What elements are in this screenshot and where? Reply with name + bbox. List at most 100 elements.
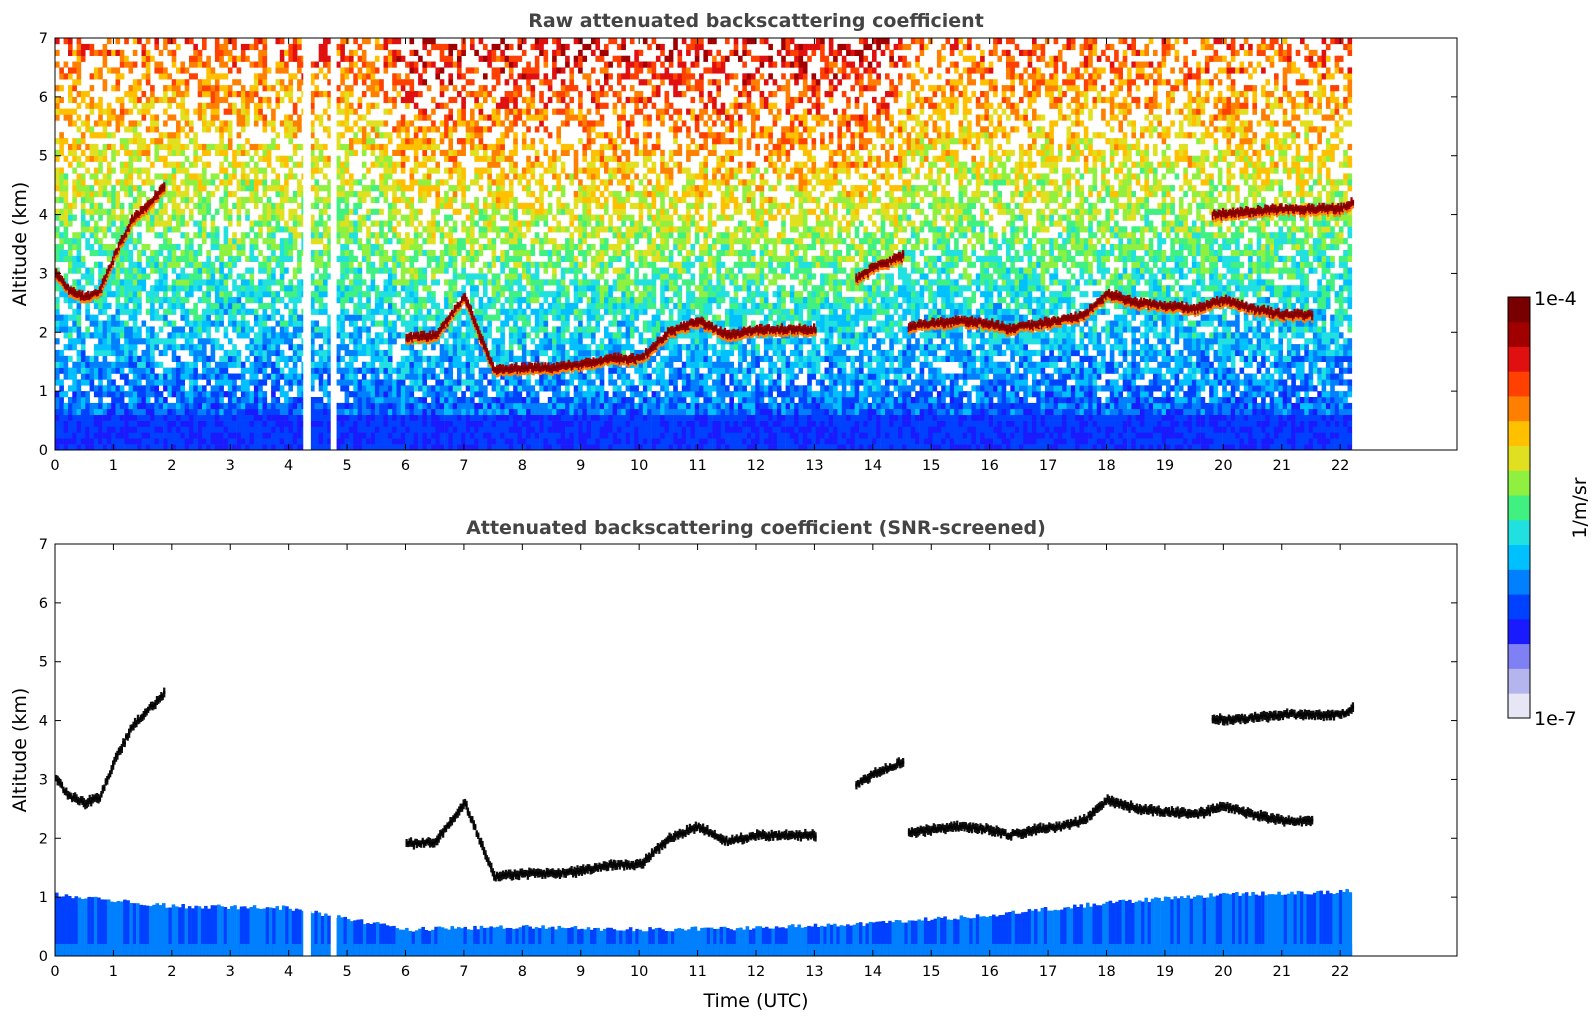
x-tick-label: 17: [1039, 458, 1057, 474]
x-tick-label: 20: [1214, 964, 1232, 980]
backscatter-field: [55, 38, 1353, 450]
x-axis: 0 1 2 3 4 5 6 7 8 9 10 11 12 13 14 15 16 17 18 19 20 21 22: [50, 544, 1349, 980]
y-tick-label: 7: [39, 537, 48, 553]
x-axis-label: Time (UTC): [702, 990, 808, 1012]
heatmap-raw: [55, 38, 1355, 450]
colorbar-step: [1508, 544, 1530, 570]
y-tick-label: 2: [39, 325, 48, 341]
colorbar-step: [1508, 445, 1530, 471]
colorbar-step: [1508, 495, 1530, 521]
colorbar-scale: [1508, 297, 1530, 719]
colorbar-max-label: 1e-4: [1534, 288, 1577, 310]
colorbar-step: [1508, 668, 1530, 694]
cloud-layer-main-cloud-layer: [405, 293, 817, 378]
x-tick-label: 3: [226, 458, 235, 474]
y-tick-label: 5: [39, 655, 48, 671]
x-tick-label: 2: [167, 458, 176, 474]
y-tick-label: 0: [39, 443, 48, 459]
x-tick-label: 18: [1097, 458, 1115, 474]
y-tick-label: 0: [39, 949, 48, 965]
x-tick-label: 21: [1273, 458, 1291, 474]
x-tick-label: 12: [747, 458, 765, 474]
y-tick-label: 1: [39, 384, 48, 400]
x-tick-label: 13: [805, 458, 823, 474]
x-tick-label: 7: [459, 964, 468, 980]
heatmap-screened: [55, 544, 1355, 956]
y-tick-label: 4: [39, 714, 48, 730]
colorbar-unit-label: 1/m/sr: [1569, 477, 1591, 538]
x-tick-label: 15: [922, 458, 940, 474]
x-tick-label: 9: [576, 964, 585, 980]
cloud-layer-evening-cloud-layer: [907, 289, 1314, 338]
x-tick-label: 14: [864, 964, 882, 980]
x-tick-label: 8: [518, 964, 527, 980]
y-tick-label: 3: [39, 266, 48, 282]
y-axis: 0 1 2 3 4 5 6 7: [39, 537, 1457, 965]
colorbar-step: [1508, 643, 1530, 669]
x-tick-label: 0: [50, 458, 59, 474]
cloud-layer-evening-cloud-layer: [907, 794, 1314, 841]
y-tick-label: 4: [39, 208, 48, 224]
x-tick-label: 13: [805, 964, 823, 980]
panel-title: Attenuated backscattering coefficient (S…: [466, 517, 1046, 539]
colorbar: 1e-4 1e-7 1/m/sr: [1507, 288, 1591, 730]
colorbar-step: [1508, 594, 1530, 620]
colorbar-step: [1508, 519, 1530, 546]
x-tick-label: 0: [50, 964, 59, 980]
cloud-layer-low-cloud-early: [55, 182, 166, 304]
cloud-layer-main-cloud-layer: [405, 798, 817, 882]
x-tick-label: 6: [401, 458, 410, 474]
x-tick-label: 10: [630, 964, 648, 980]
data-gaps: [303, 38, 337, 450]
x-tick-label: 19: [1156, 458, 1174, 474]
colorbar-step: [1508, 371, 1530, 397]
cloud-layer-mid-cloud: [855, 757, 905, 790]
panel-title: Raw attenuated backscattering coefficien…: [528, 10, 984, 32]
y-axis-label: Altitude (km): [9, 688, 31, 813]
x-tick-label: 7: [459, 458, 468, 474]
x-tick-label: 15: [922, 964, 940, 980]
x-tick-label: 1: [109, 458, 118, 474]
x-tick-label: 22: [1331, 964, 1349, 980]
cloud-layer-upper-cloud-late: [1211, 702, 1355, 726]
x-tick-label: 11: [688, 458, 706, 474]
x-tick-label: 19: [1156, 964, 1174, 980]
x-tick-label: 4: [284, 458, 293, 474]
x-tick-label: 2: [167, 964, 176, 980]
y-tick-label: 5: [39, 149, 48, 165]
colorbar-step: [1508, 321, 1530, 347]
x-tick-label: 14: [864, 458, 882, 474]
y-tick-label: 6: [39, 90, 48, 106]
x-tick-label: 1: [109, 964, 118, 980]
x-axis: 0 1 2 3 4 5 6 7 8 9 10 11 12 13 14 15 16 17 18 19 20 21 22: [50, 38, 1349, 474]
x-tick-label: 8: [518, 458, 527, 474]
colorbar-frame: [1507, 296, 1531, 719]
colorbar-step: [1508, 420, 1530, 446]
colorbar-step: [1508, 346, 1530, 372]
x-tick-label: 3: [226, 964, 235, 980]
colorbar-step: [1508, 396, 1530, 422]
y-tick-label: 6: [39, 596, 48, 612]
cloud-layer-mid-cloud: [855, 250, 905, 286]
x-tick-label: 5: [342, 458, 351, 474]
x-tick-label: 20: [1214, 458, 1232, 474]
y-tick-label: 2: [39, 831, 48, 847]
x-tick-label: 17: [1039, 964, 1057, 980]
x-tick-label: 12: [747, 964, 765, 980]
cloud-layer-low-cloud-early: [55, 687, 166, 810]
x-tick-label: 9: [576, 458, 585, 474]
x-tick-label: 11: [688, 964, 706, 980]
colorbar-min-label: 1e-7: [1534, 708, 1577, 730]
panel-raw: Raw attenuated backscattering coefficien…: [9, 10, 1458, 474]
cloud-layer-upper-cloud-late: [1211, 197, 1355, 223]
x-tick-label: 4: [284, 964, 293, 980]
colorbar-step: [1508, 569, 1530, 595]
colorbar-step: [1508, 618, 1530, 645]
colorbar-step: [1508, 693, 1530, 719]
data-gaps: [303, 544, 337, 956]
x-tick-label: 16: [980, 458, 998, 474]
x-tick-label: 16: [980, 964, 998, 980]
boundary-layer: [55, 889, 1353, 956]
x-tick-label: 6: [401, 964, 410, 980]
